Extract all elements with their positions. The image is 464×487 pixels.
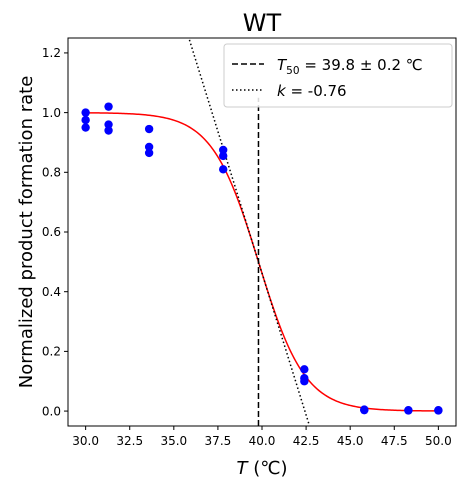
data-point — [81, 115, 90, 125]
legend: T50 = 39.8 ± 0.2 ℃ k = -0.76 — [223, 43, 453, 108]
x-tick-label: 45.0 — [337, 434, 364, 448]
y-tick-label: 0.8 — [42, 166, 61, 180]
x-tick-label: 37.5 — [205, 434, 232, 448]
plot-area — [81, 38, 443, 426]
chart-title: WT — [243, 9, 282, 37]
data-point — [404, 406, 413, 415]
y-tick-label: 0.4 — [42, 285, 61, 299]
legend-label: k = -0.76 — [277, 82, 347, 100]
x-tick-label: 30.0 — [72, 434, 99, 448]
data-point — [144, 142, 154, 152]
y-tick-label: 1.0 — [42, 106, 61, 120]
data-point — [81, 123, 90, 132]
tangent-line — [188, 38, 311, 426]
x-axis-label: T (℃) — [237, 458, 288, 479]
data-point — [360, 405, 369, 415]
data-point — [104, 102, 113, 111]
x-tick-label: 32.5 — [116, 434, 143, 448]
data-point — [434, 406, 443, 415]
data-point — [104, 120, 113, 129]
x-tick-label: 50.0 — [425, 434, 452, 448]
y-axis-label: Normalized product formation rate — [16, 76, 37, 389]
axes: 30.0 32.5 35.0 37.5 40.0 42.5 45.0 47.5 50.0 0.0 0… — [42, 46, 452, 448]
legend-label: T50 = 39.8 ± 0.2 ℃ — [277, 56, 423, 77]
data-point — [144, 124, 154, 134]
fit-curve — [85, 112, 439, 412]
x-tick-label: 35.0 — [160, 434, 187, 448]
y-tick-label: 0.2 — [42, 345, 61, 359]
data-point — [144, 148, 154, 158]
data-point — [219, 151, 228, 161]
data-point — [219, 165, 228, 174]
y-tick-label: 0.6 — [42, 225, 61, 239]
x-tick-label: 42.5 — [293, 434, 320, 448]
data-point — [104, 126, 113, 135]
data-point — [219, 145, 228, 155]
legend-box — [223, 43, 453, 108]
data-point — [300, 377, 309, 386]
y-tick-label: 0.0 — [42, 404, 61, 418]
y-tick-label: 1.2 — [42, 46, 61, 60]
x-tick-label: 47.5 — [381, 434, 408, 448]
data-point — [300, 365, 309, 374]
x-tick-label: 40.0 — [249, 434, 276, 448]
data-point — [81, 108, 90, 117]
